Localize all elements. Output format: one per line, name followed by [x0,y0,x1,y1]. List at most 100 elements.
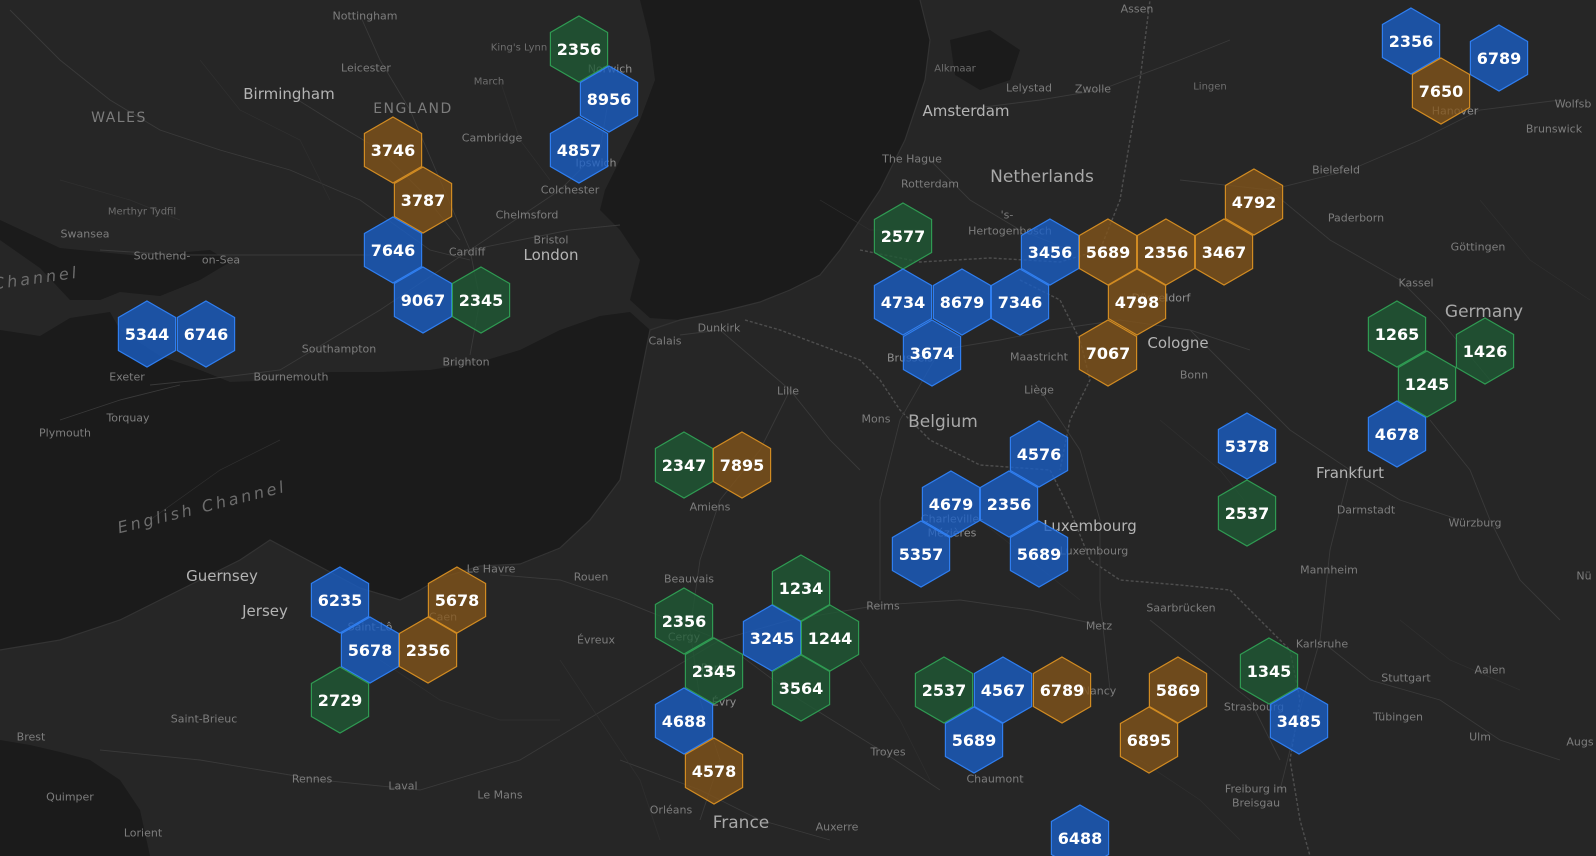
hexbin-cell[interactable]: 2356 [979,470,1039,538]
hexbin-cell[interactable]: 2356 [1136,218,1196,286]
hexbin-cell[interactable]: 4567 [973,656,1033,724]
hexbin-value: 2356 [662,612,707,631]
hexbin-hexagon [363,116,423,184]
hexbin-cell[interactable]: 2356 [549,15,609,83]
hexbin-hexagon [176,300,236,368]
hexbin-cell[interactable]: 3674 [902,319,962,387]
hexbin-value: 3746 [371,141,416,160]
hexbin-hexagon [1078,319,1138,387]
hexbin-cell[interactable]: 3746 [363,116,423,184]
hexbin-cell[interactable]: 3787 [393,166,453,234]
hexbin-hexagon [771,654,831,722]
hexbin-value: 5678 [348,641,393,660]
hexbin-cell[interactable]: 3564 [771,654,831,722]
hexbin-cell[interactable]: 6235 [310,566,370,634]
hexbin-cell[interactable]: 2729 [310,666,370,734]
hexbin-cell[interactable]: 2356 [398,616,458,684]
hexbin-hexagon [1455,317,1515,385]
north-sea [600,0,930,320]
hexbin-cell[interactable]: 2577 [873,202,933,270]
hexbin-cell[interactable]: 2356 [1381,7,1441,75]
hexbin-hexagon [891,520,951,588]
hexbin-value: 5678 [435,591,480,610]
hexbin-cell[interactable]: 6895 [1119,706,1179,774]
hexbin-value: 5869 [1156,681,1201,700]
hexbin-cell[interactable]: 7346 [990,268,1050,336]
hexbin-cell[interactable]: 1426 [1455,317,1515,385]
hexbin-value: 4734 [881,293,926,312]
hexbin-value: 3787 [401,191,446,210]
hexbin-cell[interactable]: 1244 [800,604,860,672]
hexbin-cell[interactable]: 2537 [1217,479,1277,547]
hexbin-cell[interactable]: 4679 [921,470,981,538]
hexbin-cell[interactable]: 7067 [1078,319,1138,387]
hexbin-cell[interactable]: 1265 [1367,300,1427,368]
hexbin-cell[interactable]: 6488 [1050,804,1110,856]
hexbin-cell[interactable]: 7650 [1411,57,1471,125]
hexbin-hexagon [1411,57,1471,125]
hexbin-cell[interactable]: 4734 [873,268,933,336]
hexbin-cell[interactable]: 1245 [1397,350,1457,418]
hexbin-cell[interactable]: 5689 [944,706,1004,774]
hexbin-hexagon [1269,687,1329,755]
hexbin-hexagon [914,656,974,724]
hexbin-cell[interactable]: 5689 [1078,218,1138,286]
hexbin-cell[interactable]: 3485 [1269,687,1329,755]
hexbin-cell[interactable]: 5344 [117,300,177,368]
hexbin-cell[interactable]: 3245 [742,604,802,672]
hexbin-value: 6488 [1058,829,1103,848]
hexbin-cell[interactable]: 1345 [1239,637,1299,705]
hexbin-cell[interactable]: 6789 [1032,656,1092,724]
hexbin-value: 2356 [1144,243,1189,262]
hexbin-hexagon [1020,218,1080,286]
hexbin-cell[interactable]: 4678 [1367,400,1427,468]
hexbin-cell[interactable]: 7895 [712,431,772,499]
hexbin-cell[interactable]: 9067 [393,266,453,334]
hexbin-hexagon [1032,656,1092,724]
hexbin-value: 7650 [1419,82,1464,101]
hexbin-cell[interactable]: 5678 [340,616,400,684]
hexbin-cell[interactable]: 7646 [363,216,423,284]
hexbin-hexagon [873,268,933,336]
hexbin-cell[interactable]: 8679 [932,268,992,336]
hexbin-hexagon [579,65,639,133]
hexbin-cell[interactable]: 2345 [451,266,511,334]
hexbin-cell[interactable]: 8956 [579,65,639,133]
hexbin-value: 8679 [940,293,985,312]
hexbin-cell[interactable]: 2356 [654,587,714,655]
hexbin-hexagon [654,431,714,499]
hexbin-hexagon [1217,412,1277,480]
hexbin-cell[interactable]: 4798 [1107,268,1167,336]
hexbin-cell[interactable]: 1234 [771,554,831,622]
hexbin-cell[interactable]: 5378 [1217,412,1277,480]
hexbin-cell[interactable]: 4688 [654,687,714,755]
hexbin-cell[interactable]: 5357 [891,520,951,588]
hexbin-hexagon [1367,300,1427,368]
hexbin-cell[interactable]: 5869 [1148,656,1208,724]
hexbin-hexagon [990,268,1050,336]
hexbin-value: 4792 [1232,193,1277,212]
hexbin-cell[interactable]: 5689 [1009,520,1069,588]
hexbin-value: 2537 [922,681,967,700]
hexbin-cell[interactable]: 3456 [1020,218,1080,286]
hexbin-cell[interactable]: 2537 [914,656,974,724]
hexbin-cell[interactable]: 4576 [1009,420,1069,488]
hexbin-cell[interactable]: 3467 [1194,218,1254,286]
hexbin-cell[interactable]: 4857 [549,116,609,184]
hexbin-hexagon [1224,168,1284,236]
hexbin-cell[interactable]: 5678 [427,566,487,634]
hexbin-hexagon [427,566,487,634]
hexbin-cell[interactable]: 6746 [176,300,236,368]
hexbin-cell[interactable]: 2345 [684,637,744,705]
hexbin-hexagon [1381,7,1441,75]
hexbin-hexagon [684,637,744,705]
hexbin-cell[interactable]: 4578 [684,737,744,805]
hexbin-value: 5344 [125,325,170,344]
hexbin-value: 2345 [692,662,737,681]
hexbin-cell[interactable]: 4792 [1224,168,1284,236]
hexbin-cell[interactable]: 2347 [654,431,714,499]
hexbin-cell[interactable]: 6789 [1469,24,1529,92]
hexbin-hexagon [902,319,962,387]
